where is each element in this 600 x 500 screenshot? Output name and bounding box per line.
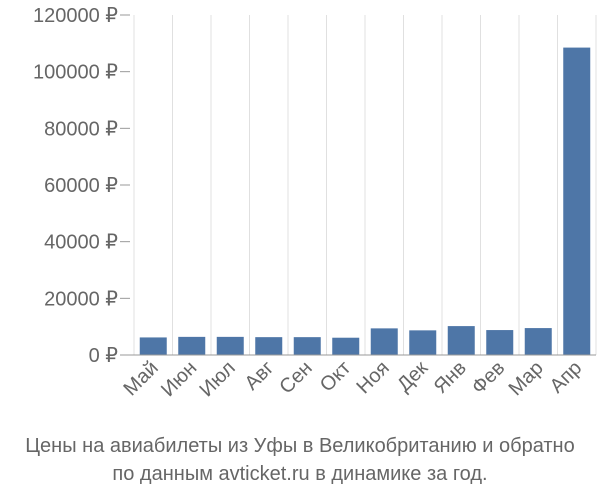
y-axis-tick-labels: 0 ₽ 20000 ₽ 40000 ₽ 60000 ₽ 80000 ₽ 100000 ₽ 1…: [33, 5, 118, 367]
bar-Апр: [563, 47, 591, 355]
x-tick-label: Авг: [241, 357, 279, 395]
x-tick-label: Апр: [546, 357, 587, 398]
bar-Ноя: [370, 328, 398, 355]
x-tick-label: Окт: [316, 357, 355, 396]
x-tick-label: Июл: [196, 357, 240, 401]
x-tick-label: Июн: [157, 357, 201, 401]
axes: [120, 14, 596, 356]
bar-Май: [139, 337, 167, 355]
y-tick-label: 120000 ₽: [33, 5, 118, 27]
bar-Янв: [447, 326, 475, 355]
chart-caption-line-1: Цены на авиабилеты из Уфы в Великобритан…: [25, 435, 575, 457]
bars: [139, 47, 591, 355]
bar-Июл: [216, 336, 244, 355]
bar-Сен: [293, 337, 321, 355]
bar-Авг: [255, 337, 283, 355]
y-tick-label: 80000 ₽: [44, 118, 118, 140]
x-tick-label: Мар: [505, 357, 548, 400]
bar-Фев: [486, 330, 514, 355]
x-tick-label: Май: [120, 357, 163, 400]
bar-Окт: [332, 337, 360, 355]
y-tick-label: 60000 ₽: [44, 175, 118, 197]
y-tick-label: 100000 ₽: [33, 62, 118, 84]
x-tick-label: Ноя: [352, 357, 393, 398]
y-tick-label: 20000 ₽: [44, 288, 118, 310]
x-tick-label: Дек: [393, 357, 432, 396]
chart-caption-line-2: по данным avticket.ru в динамике за год.: [112, 463, 488, 485]
x-tick-label: Янв: [430, 357, 471, 398]
grid-lines: [133, 15, 597, 355]
bar-Мар: [524, 328, 552, 355]
bar-Дек: [409, 330, 437, 355]
x-tick-label: Сен: [275, 357, 316, 398]
x-tick-label: Фев: [468, 357, 510, 399]
bar-Июн: [178, 336, 206, 355]
y-tick-label: 40000 ₽: [44, 232, 118, 254]
y-tick-label: 0 ₽: [89, 345, 119, 367]
